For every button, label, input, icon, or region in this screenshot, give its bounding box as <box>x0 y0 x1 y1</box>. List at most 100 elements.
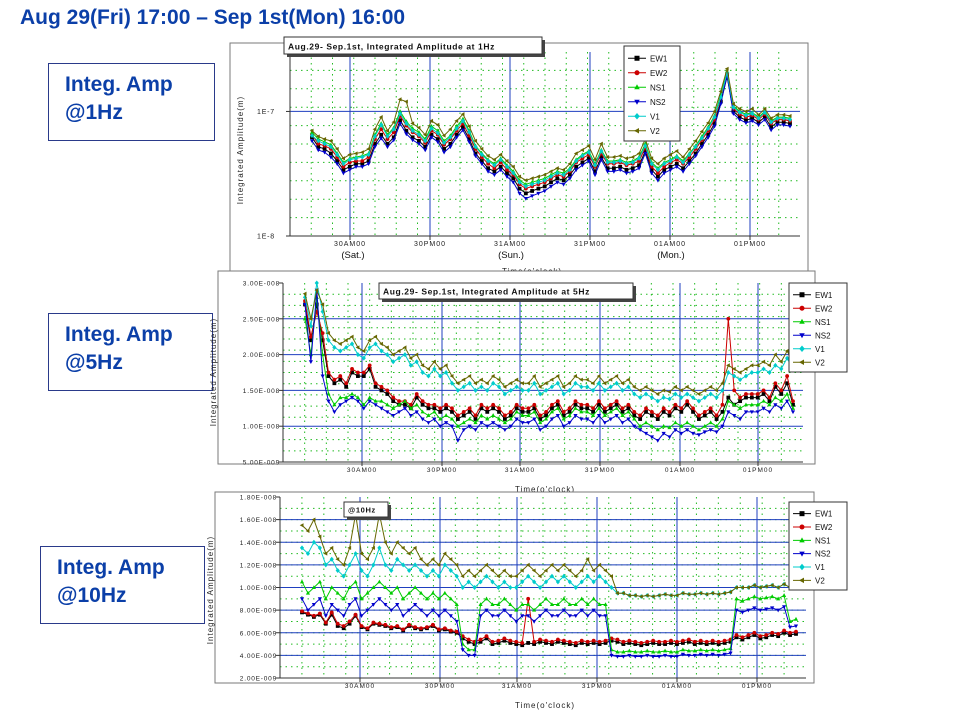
data-point <box>496 602 501 606</box>
legend-label: NS2 <box>815 331 831 340</box>
data-point <box>608 409 613 414</box>
data-point <box>496 614 501 619</box>
data-point <box>580 153 585 159</box>
data-point <box>555 170 560 176</box>
data-point <box>448 134 453 140</box>
chart-3: 2.00E-009 4.00E-009 6.00E-009 8.00E-009 1.00… <box>206 491 848 710</box>
data-point <box>347 619 352 624</box>
data-point <box>391 399 396 404</box>
data-point <box>597 399 601 404</box>
data-point <box>793 624 799 629</box>
data-point <box>761 359 766 364</box>
data-point <box>668 168 673 173</box>
data-point <box>492 166 497 171</box>
data-point <box>687 162 692 167</box>
data-point <box>423 148 428 153</box>
data-point <box>332 402 337 407</box>
data-point <box>602 387 607 393</box>
series-v1 <box>309 70 793 189</box>
data-point <box>710 638 715 643</box>
data-point <box>450 409 454 414</box>
data-point <box>341 171 346 176</box>
data-point <box>785 399 790 404</box>
data-point <box>466 647 471 652</box>
data-point <box>407 590 412 595</box>
data-point <box>755 395 760 400</box>
data-point <box>323 614 328 619</box>
data-point <box>693 144 698 150</box>
series-ew2 <box>303 299 795 418</box>
data-point <box>755 363 760 368</box>
data-point <box>573 406 578 410</box>
data-point <box>716 648 721 653</box>
data-point <box>396 348 401 354</box>
data-point <box>308 334 313 339</box>
x-tick-label: 30AM00 <box>345 683 375 690</box>
data-point <box>621 654 626 659</box>
data-point <box>338 377 343 382</box>
data-point <box>379 132 384 137</box>
data-point <box>630 159 635 165</box>
data-point <box>517 179 522 185</box>
data-point <box>579 608 584 613</box>
data-point <box>514 607 519 612</box>
data-point <box>615 591 619 596</box>
data-point <box>706 135 711 140</box>
data-point <box>473 144 478 150</box>
data-point <box>344 381 349 386</box>
data-point <box>389 568 394 574</box>
legend-marker <box>799 305 805 311</box>
legend: EW1 EW2 NS1 NS2 V1 V2 <box>788 501 848 591</box>
data-point <box>379 398 384 403</box>
data-point <box>444 421 449 425</box>
data-point <box>662 171 667 176</box>
data-point <box>749 370 754 375</box>
data-point <box>359 596 364 601</box>
data-point <box>353 151 358 156</box>
data-point <box>561 409 566 414</box>
data-point <box>508 413 513 418</box>
data-point <box>424 614 430 619</box>
data-point <box>413 625 417 629</box>
data-point <box>761 388 766 393</box>
legend-marker <box>634 99 640 105</box>
legend-label: NS2 <box>815 550 831 559</box>
data-point <box>542 177 547 183</box>
data-point <box>579 568 584 573</box>
data-point <box>537 574 542 579</box>
data-point <box>496 424 502 429</box>
data-point <box>504 164 510 170</box>
data-point <box>579 402 584 407</box>
data-point <box>768 116 773 121</box>
data-point <box>697 417 701 421</box>
data-point <box>455 381 460 386</box>
data-point <box>549 614 555 619</box>
data-point <box>624 161 629 167</box>
legend-label: V1 <box>650 112 660 121</box>
data-point <box>714 430 719 435</box>
data-point <box>767 370 772 375</box>
data-point <box>390 352 395 357</box>
data-point <box>419 626 423 631</box>
data-point <box>549 384 555 390</box>
data-point <box>712 114 717 120</box>
x-tick-label: 30AM00 <box>334 241 366 248</box>
data-point <box>626 402 631 407</box>
data-point <box>308 323 313 329</box>
data-point <box>597 402 601 407</box>
data-point <box>567 579 572 585</box>
data-point <box>347 545 352 550</box>
data-point <box>502 568 506 573</box>
data-point <box>781 112 786 117</box>
data-point <box>371 562 376 568</box>
data-point <box>429 135 434 140</box>
data-point <box>407 608 412 613</box>
data-point <box>555 176 560 181</box>
data-point <box>377 597 382 602</box>
data-point <box>498 168 503 173</box>
data-point <box>335 621 340 626</box>
data-point <box>305 590 311 595</box>
x-tick-label: 01AM00 <box>654 241 686 248</box>
data-point <box>579 406 584 411</box>
data-point <box>466 124 471 129</box>
